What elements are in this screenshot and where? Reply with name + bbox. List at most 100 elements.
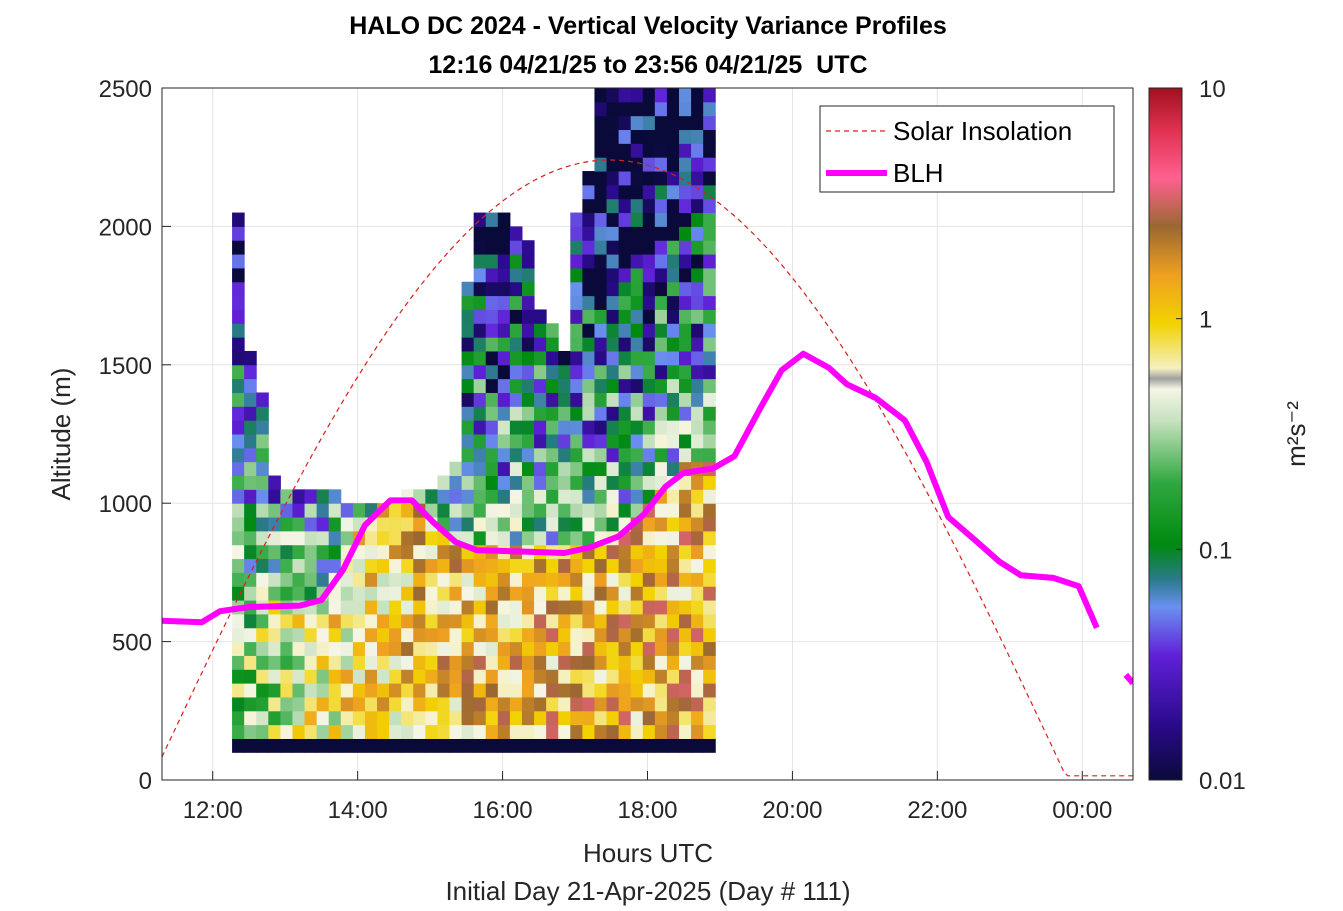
variance-cell	[485, 669, 499, 684]
variance-cell	[666, 254, 680, 269]
variance-cell	[558, 420, 571, 435]
variance-cell	[618, 143, 632, 158]
variance-cell	[473, 240, 487, 255]
variance-cell	[546, 558, 559, 573]
variance-cell	[473, 489, 487, 504]
variance-cell	[630, 655, 644, 670]
variance-cell	[473, 281, 487, 297]
variance-cell	[582, 337, 595, 352]
variance-cell	[654, 696, 668, 712]
variance-cell	[485, 267, 499, 283]
variance-cell	[570, 295, 583, 310]
variance-cell	[389, 572, 402, 587]
variance-cell	[268, 586, 281, 601]
variance-cell	[497, 613, 511, 629]
variance-cell	[558, 447, 571, 463]
variance-cell	[521, 392, 535, 407]
variance-cell	[340, 627, 354, 643]
variance-cell	[437, 586, 451, 601]
variance-cell	[582, 710, 595, 726]
variance-cell	[630, 309, 644, 324]
variance-cell	[703, 447, 716, 463]
variance-cell	[606, 101, 620, 117]
variance-cell	[558, 710, 571, 726]
variance-cell	[364, 655, 378, 670]
variance-cell	[461, 309, 475, 324]
variance-cell	[401, 572, 414, 587]
variance-cell	[364, 613, 378, 629]
variance-cell	[703, 309, 716, 324]
variance-cell	[244, 378, 257, 393]
variance-cell	[280, 489, 293, 504]
variance-cell	[425, 586, 438, 601]
variance-cell	[268, 710, 281, 726]
variance-cell	[582, 489, 595, 504]
variance-cell	[401, 641, 414, 656]
variance-cell	[509, 309, 523, 324]
variance-cell	[666, 378, 680, 393]
variance-cell	[546, 364, 559, 380]
variance-cell	[630, 461, 644, 477]
variance-cell	[497, 586, 511, 601]
variance-cell	[666, 309, 680, 324]
variance-cell	[509, 337, 523, 352]
variance-cell	[232, 586, 245, 601]
variance-cell	[679, 240, 692, 255]
variance-cell	[654, 517, 668, 532]
variance-cell	[244, 503, 257, 518]
variance-cell	[691, 696, 704, 712]
variance-cell	[666, 184, 680, 200]
variance-cell	[630, 226, 644, 241]
variance-cell	[606, 447, 620, 463]
colorbar-tick-label: 0.01	[1199, 768, 1246, 795]
variance-cell	[618, 212, 632, 227]
variance-cell	[582, 641, 595, 656]
variance-cell	[606, 254, 620, 269]
variance-cell	[497, 212, 511, 227]
variance-cell	[594, 517, 608, 532]
variance-cell	[473, 392, 487, 407]
variance-cell	[666, 738, 680, 753]
variance-cell	[352, 627, 366, 643]
variance-cell	[654, 683, 668, 698]
variance-cell	[630, 544, 644, 560]
variance-cell	[618, 420, 632, 435]
variance-cell	[256, 544, 269, 560]
variance-cell	[546, 517, 559, 532]
variance-cell	[377, 530, 390, 546]
variance-cell	[316, 489, 330, 504]
variance-cell	[256, 710, 269, 726]
variance-cell	[691, 226, 704, 241]
variance-cell	[473, 337, 487, 352]
variance-cell	[666, 281, 680, 297]
variance-cell	[679, 420, 692, 435]
variance-cell	[654, 337, 668, 352]
variance-cell	[679, 364, 692, 380]
variance-cell	[534, 613, 547, 629]
variance-cell	[594, 420, 608, 435]
variance-cell	[534, 696, 547, 712]
variance-cell	[473, 627, 487, 643]
variance-cell	[666, 517, 680, 532]
variance-cell	[594, 434, 608, 449]
variance-cell	[485, 337, 499, 352]
variance-cell	[582, 572, 595, 587]
variance-cell	[666, 669, 680, 684]
variance-cell	[666, 226, 680, 241]
variance-cell	[679, 309, 692, 324]
variance-cell	[328, 530, 342, 546]
variance-cell	[485, 738, 499, 753]
variance-cell	[666, 101, 680, 117]
variance-cell	[546, 420, 559, 435]
variance-cell	[654, 281, 668, 297]
variance-cell	[630, 184, 644, 200]
x-tick-label: 18:00	[617, 797, 677, 824]
variance-cell	[654, 724, 668, 739]
variance-cell	[703, 350, 716, 366]
variance-cell	[509, 655, 523, 670]
variance-cell	[521, 240, 535, 255]
variance-cell	[256, 447, 269, 463]
variance-cell	[304, 627, 318, 643]
variance-cell	[413, 724, 426, 739]
variance-cell	[582, 323, 595, 338]
